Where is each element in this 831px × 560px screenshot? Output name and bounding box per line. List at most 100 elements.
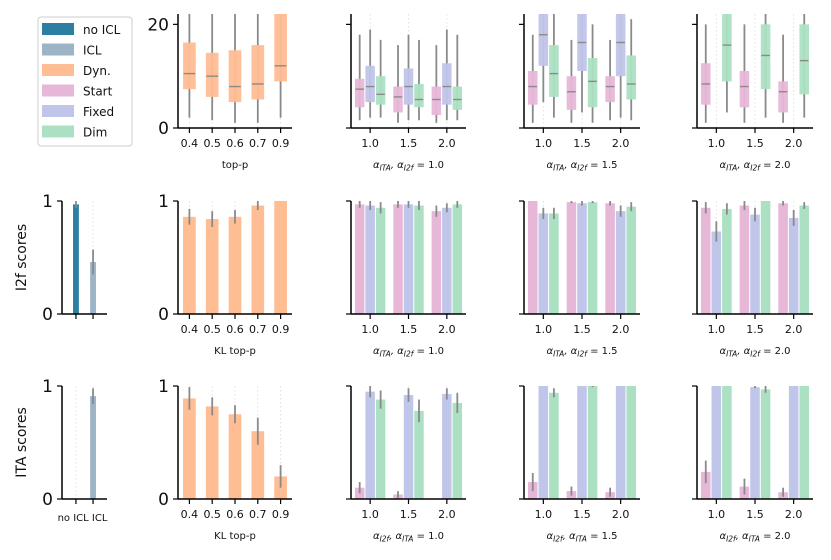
x-tick-label: 1.0 — [361, 323, 379, 336]
x-axis-label: KL top-p — [214, 346, 256, 357]
bar-dim — [760, 389, 771, 499]
subscript: ITA — [380, 164, 391, 173]
subscript: ITA — [726, 164, 737, 173]
bar-icl — [90, 262, 96, 314]
x-axis-label: αI2f, αITA = 2.0 — [719, 531, 790, 544]
x-tick-label: 2.0 — [438, 137, 456, 150]
bar-dim — [626, 206, 637, 314]
panel-r2c3: 1.0 1.5 2.0 αI2f, αITA = 1.5 — [519, 385, 640, 544]
label-part: , α — [737, 346, 750, 357]
label-part: , α — [389, 531, 402, 542]
box-start — [393, 86, 403, 113]
subscript: ITA — [553, 350, 564, 359]
label-part: α — [373, 346, 380, 357]
bar-fixed — [711, 386, 722, 499]
x-tick-label: 1.5 — [746, 137, 764, 150]
bar-fixed — [403, 204, 414, 314]
bar-fixed — [615, 211, 626, 314]
legend-swatch-fixed — [42, 105, 74, 117]
label-part: α — [546, 160, 553, 171]
box-fixed — [615, 14, 626, 77]
panel-r1c0: 0 1 I2f scores — [14, 192, 107, 325]
y-axis-label: I2f scores — [14, 224, 30, 291]
panel-r1c3: 1.0 1.5 2.0 αITA, αI2f = 1.5 — [519, 200, 640, 359]
panel-r0c2: 1.0 1.5 2.0 αITA, αI2f = 1.0 — [346, 14, 466, 173]
box-dim — [722, 14, 732, 82]
bar-dim — [722, 208, 732, 314]
y-tick-label: 20 — [147, 15, 169, 35]
x-tick-label: 0.7 — [249, 323, 267, 336]
bar-dim — [452, 402, 463, 499]
subscript: I2f — [577, 164, 588, 173]
bar-start — [566, 202, 577, 314]
x-tick-label: 1.5 — [573, 323, 591, 336]
x-tick-label: 1.0 — [535, 137, 553, 150]
bar-start — [527, 201, 538, 314]
subscript: I2f — [380, 535, 391, 544]
subscript: ITA — [380, 350, 391, 359]
bar-dim — [375, 207, 386, 314]
legend-label-start: Start — [83, 85, 113, 99]
x-tick-label: 2.0 — [612, 137, 630, 150]
bar-start — [700, 207, 711, 314]
x-tick-label: 0.4 — [181, 323, 199, 336]
label-part: , α — [737, 160, 750, 171]
label-part: = 2.0 — [760, 531, 791, 542]
bar-fixed — [403, 395, 414, 499]
box-dim — [587, 58, 598, 108]
x-tick-label: 1.5 — [746, 508, 764, 521]
y-tick-label: 0 — [158, 305, 169, 325]
legend-swatch-dim — [42, 125, 74, 138]
box-start — [527, 71, 538, 105]
bar-dyn — [251, 205, 265, 314]
box-dim — [799, 24, 810, 95]
panel-r1c4: 1.0 1.5 2.0 αITA, αI2f = 2.0 — [692, 200, 813, 359]
x-tick-label: 0.7 — [249, 508, 267, 521]
x-axis-label: αITA, αI2f = 1.0 — [373, 346, 444, 359]
box-start — [605, 76, 615, 103]
box-dyn — [183, 42, 196, 90]
subscript: I2f — [404, 350, 415, 359]
x-axis-label: αITA, αI2f = 1.0 — [373, 160, 444, 173]
legend-label-fixed: Fixed — [83, 105, 114, 119]
bar-dyn — [205, 406, 219, 499]
bar-dim — [587, 202, 598, 314]
bar-start — [778, 203, 788, 314]
x-tick-label: 2.0 — [438, 508, 456, 521]
x-tick-label: 0.6 — [226, 323, 244, 336]
x-tick-label: 0.6 — [226, 137, 244, 150]
x-tick-label: 2.0 — [438, 323, 456, 336]
bar-start — [393, 204, 403, 314]
x-tick-label: 2.0 — [785, 323, 803, 336]
x-tick-label: 0.4 — [181, 137, 199, 150]
subscript: I2f — [750, 350, 761, 359]
label-part: , α — [563, 531, 576, 542]
panel-r0c4: 1.0 1.5 2.0 αITA, αI2f = 2.0 — [692, 14, 813, 173]
x-tick-label: 0.9 — [272, 137, 290, 150]
box-dim — [375, 76, 386, 105]
x-tick-label: 0.5 — [203, 508, 221, 521]
x-axis-label: αITA, αI2f = 2.0 — [719, 346, 790, 359]
bar-start — [354, 204, 365, 314]
panel-r2c1: 0 1 0.4 0.5 0.6 0.7 0.9 KL top-p — [158, 377, 292, 542]
bar-dim — [722, 386, 732, 499]
legend-swatch-icl — [42, 43, 74, 56]
y-tick-label: 0 — [158, 119, 169, 139]
bar-dim — [452, 204, 463, 314]
bar-dim — [375, 399, 386, 499]
legend-label-dim: Dim — [83, 126, 107, 140]
bar-fixed — [711, 231, 722, 314]
bar-dim — [549, 213, 559, 314]
x-tick-label: 1.0 — [361, 508, 379, 521]
x-axis-label: αITA, αI2f = 1.5 — [546, 160, 617, 173]
x-tick-label: 0.9 — [272, 508, 290, 521]
bar-fixed — [442, 207, 452, 314]
subscript: ITA — [553, 164, 564, 173]
y-axis-label: ITA scores — [14, 407, 30, 478]
box-dim — [549, 45, 559, 97]
bar-dim — [414, 205, 424, 314]
bar-fixed — [365, 391, 375, 499]
x-tick-label: 1.0 — [708, 137, 726, 150]
box-dyn — [205, 52, 219, 97]
